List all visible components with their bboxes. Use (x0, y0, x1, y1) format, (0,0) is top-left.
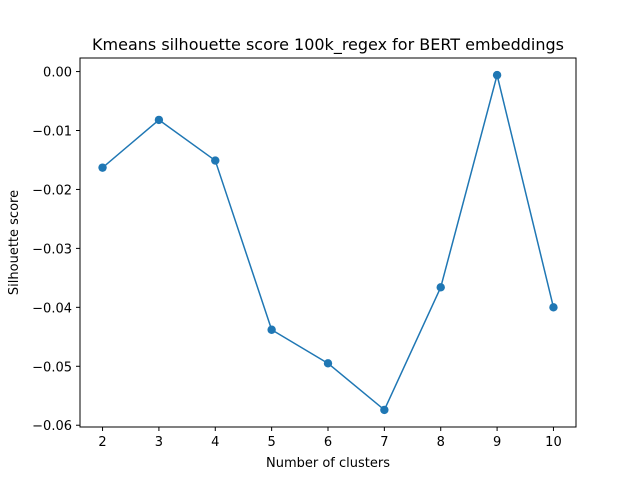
x-tick-label: 9 (493, 435, 501, 450)
x-tick-label: 5 (267, 435, 275, 450)
y-tick-label: 0.00 (43, 66, 72, 81)
y-tick-label: −0.03 (32, 242, 72, 257)
x-axis-label: Number of clusters (266, 456, 390, 471)
x-axis: 2 3 4 5 6 7 8 9 10 (98, 427, 562, 450)
x-tick-label: 7 (380, 435, 388, 450)
y-axis-label: Silhouette score (7, 190, 22, 295)
chart-title: Kmeans silhouette score 100k_regex for B… (92, 35, 564, 55)
data-point (154, 115, 164, 125)
data-point (492, 70, 502, 80)
data-point (436, 283, 445, 292)
data-point (549, 303, 558, 312)
x-tick-label: 6 (324, 435, 332, 450)
data-point (211, 156, 220, 165)
x-tick-label: 3 (155, 435, 163, 450)
data-point (380, 405, 389, 415)
data-point (98, 163, 107, 172)
y-tick-label: −0.01 (32, 125, 72, 140)
x-tick-label: 8 (437, 435, 445, 450)
data-point (323, 359, 333, 368)
x-tick-label: 2 (98, 435, 106, 450)
y-axis: 0.00 −0.01 −0.02 −0.03 −0.04 −0.05 −0.06 (32, 66, 80, 434)
y-tick-label: −0.04 (32, 301, 72, 316)
y-tick-label: −0.05 (32, 360, 72, 375)
data-point (267, 325, 276, 334)
x-tick-label: 4 (211, 435, 219, 450)
y-tick-label: −0.06 (32, 419, 72, 434)
plot-area (98, 70, 558, 415)
y-tick-label: −0.02 (32, 183, 72, 198)
x-tick-label: 10 (545, 435, 562, 450)
